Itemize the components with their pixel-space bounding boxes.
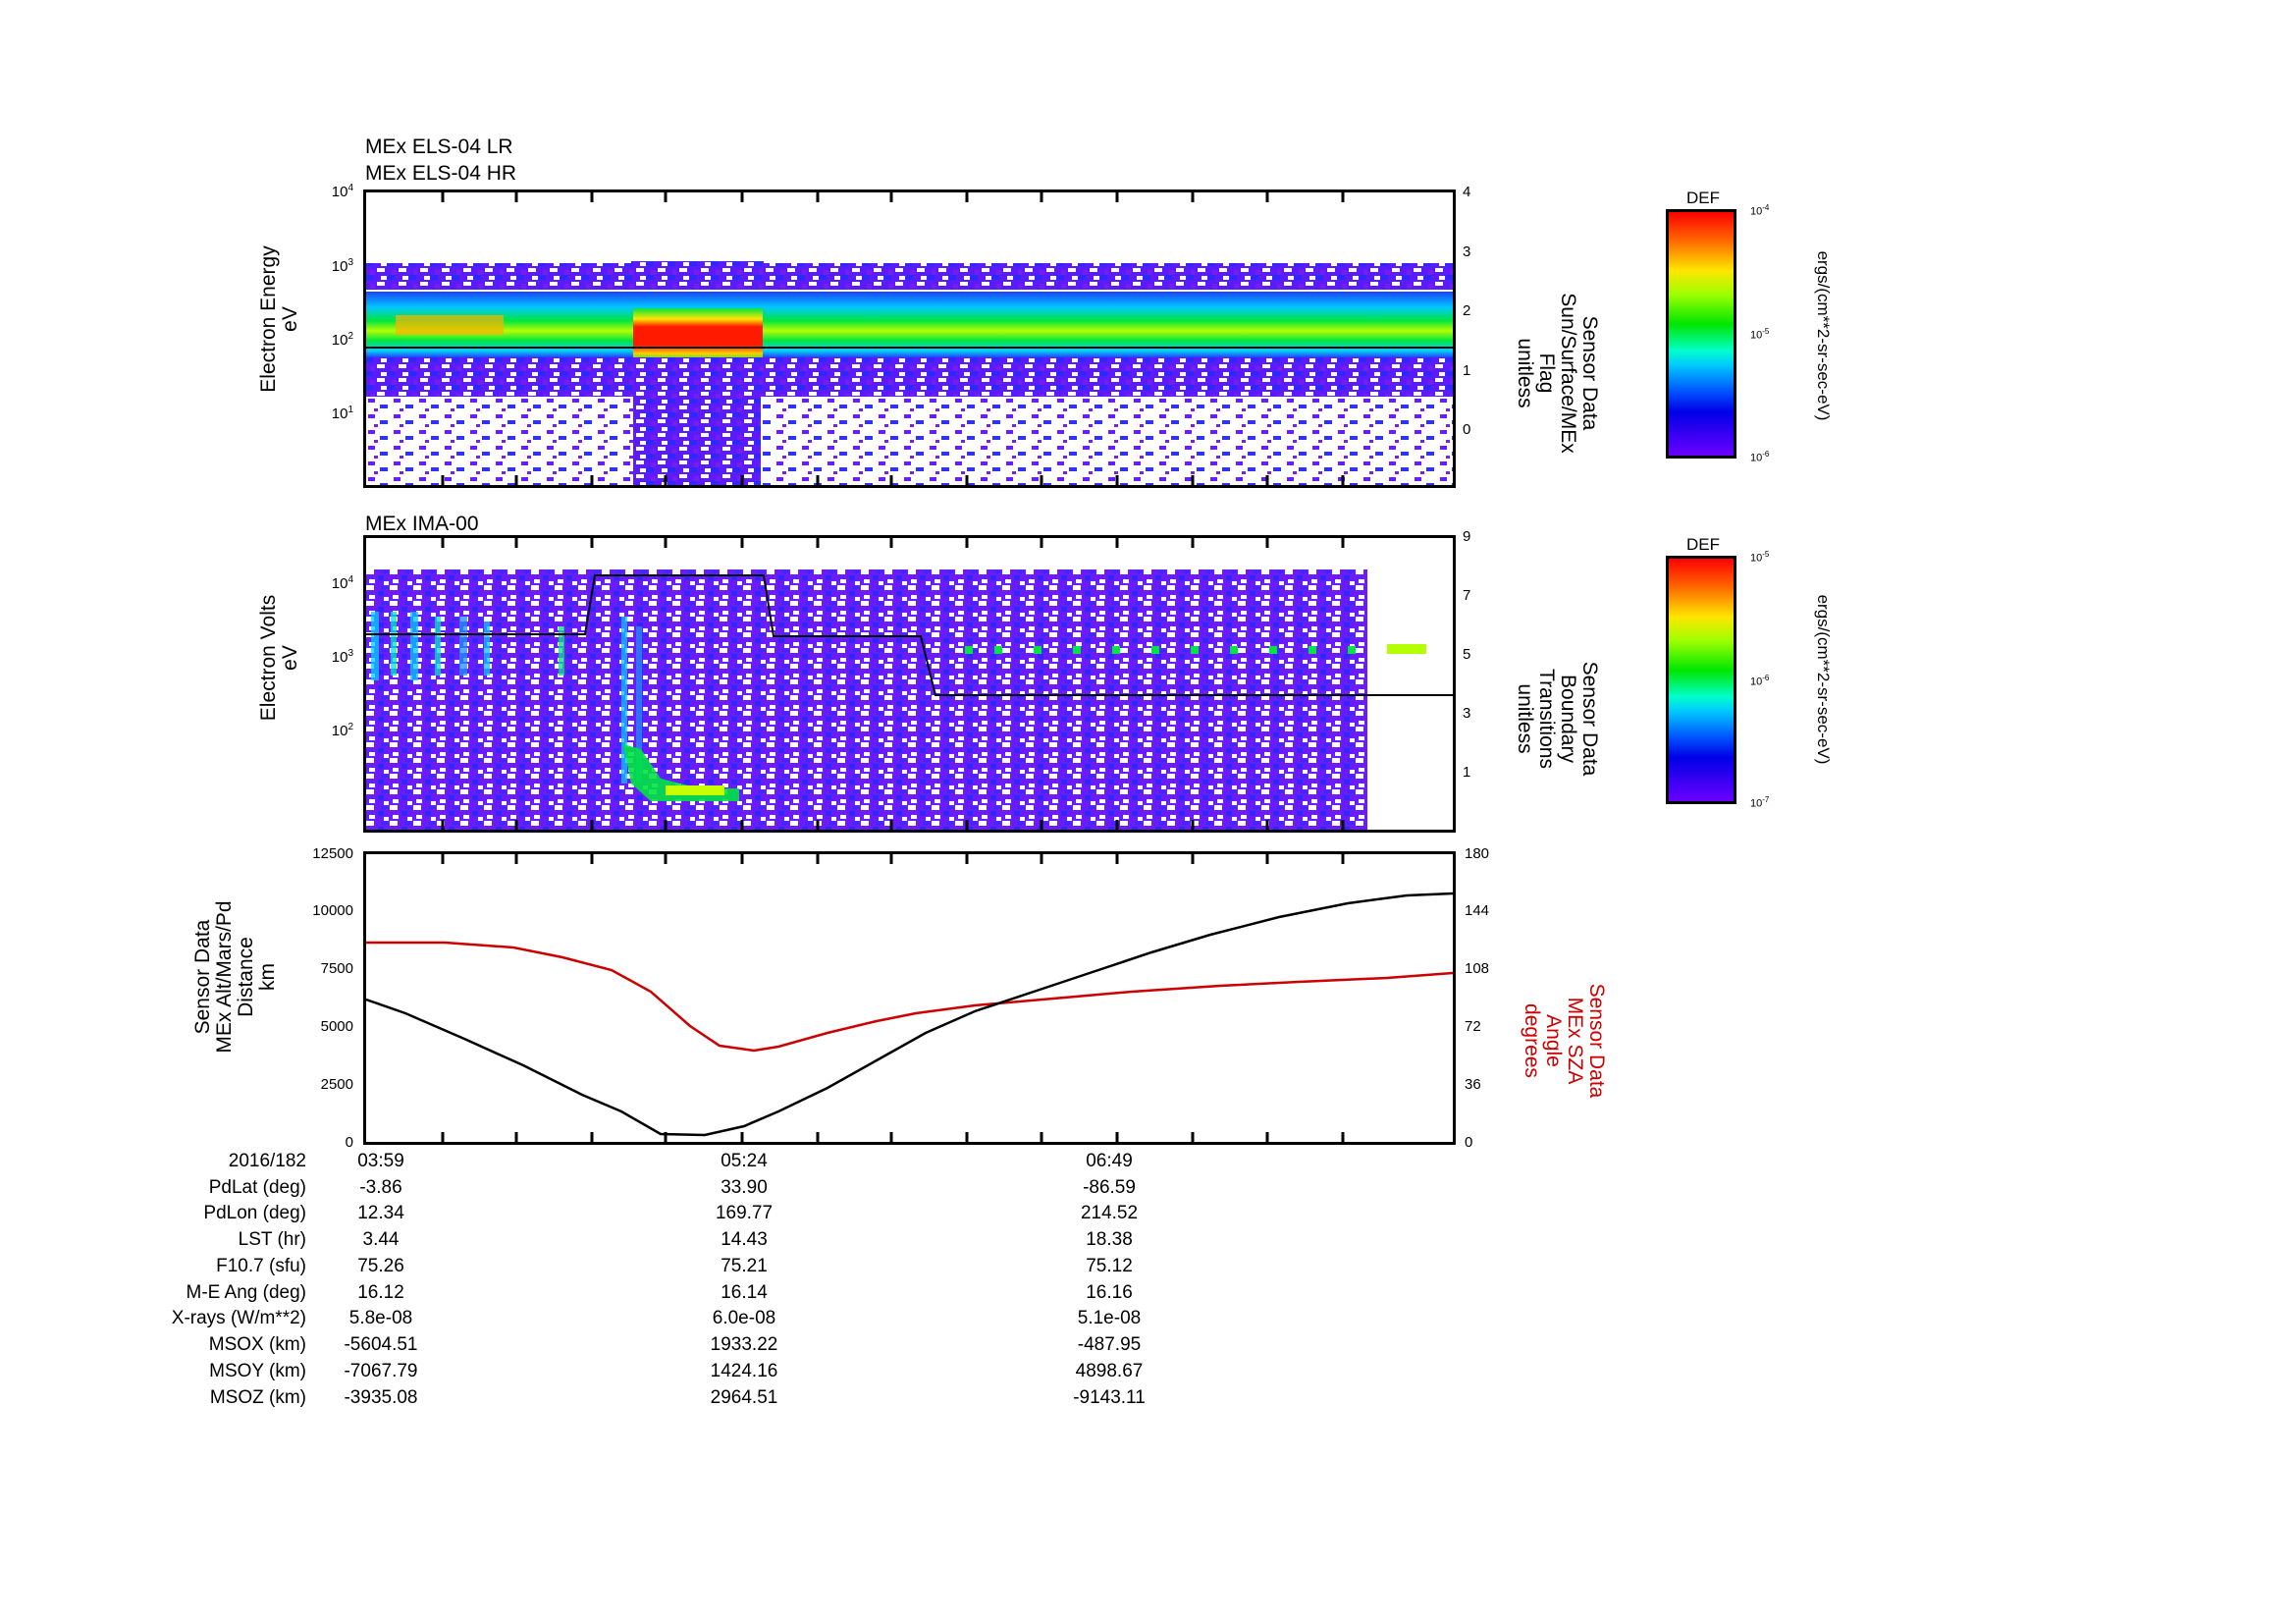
eph-msoy-2: 1424.16 (710, 1361, 778, 1381)
els-colorbar-units: ergs/(cm**2-sr-sec-eV) (1814, 250, 1833, 421)
eph-lst-3: 18.38 (1086, 1229, 1133, 1250)
eph-lst-2: 14.43 (721, 1229, 768, 1250)
els-title-lr: MEx ELS-04 LR (365, 135, 513, 158)
eph-label-xrays: X-rays (W/m**2) (171, 1308, 306, 1328)
eph-xrays-2: 6.0e-08 (712, 1308, 776, 1328)
ima-rtick-3: 3 (1463, 705, 1471, 722)
eph-msoz-2: 2964.51 (710, 1387, 778, 1408)
els-title-hr: MEx ELS-04 HR (365, 162, 517, 185)
eph-f107-1: 75.26 (357, 1256, 404, 1276)
els-spectrogram-image (366, 192, 1453, 485)
ima-rtick-5: 5 (1463, 646, 1471, 663)
orbit-right-label: Sensor Data MEx SZA Angle degrees (1521, 983, 1608, 1099)
orbit-ytick-12500: 12500 (312, 845, 353, 862)
eph-msoz-3: -9143.11 (1073, 1387, 1146, 1408)
els-cbar-tick-mid: 10-5 (1750, 327, 1770, 342)
eph-msox-1: -5604.51 (344, 1334, 418, 1355)
els-rtick-0: 0 (1463, 421, 1471, 438)
els-rtick-2: 2 (1463, 302, 1471, 319)
eph-label-msoy: MSOY (km) (209, 1361, 306, 1381)
eph-label-msoz: MSOZ (km) (209, 1387, 306, 1408)
eph-msox-2: 1933.22 (710, 1334, 778, 1355)
eph-pdlon-2: 169.77 (715, 1203, 774, 1223)
orbit-line-plot-image (366, 854, 1453, 1142)
sza-line (366, 941, 1453, 1053)
orbit-ylabel: Sensor Data MEx Alt/Mars/Pd Distance km (191, 900, 279, 1054)
eph-label-f107: F10.7 (sfu) (216, 1256, 306, 1276)
ima-colorbar-title: DEF (1686, 535, 1720, 554)
eph-meang-1: 16.12 (357, 1282, 404, 1303)
ima-cbar-tick-mid: 10-6 (1750, 674, 1770, 688)
eph-msoy-3: 4898.67 (1075, 1361, 1144, 1381)
eph-msox-3: -487.95 (1077, 1334, 1142, 1355)
eph-time-2: 05:24 (721, 1151, 768, 1171)
ima-colorbar-units: ergs/(cm**2-sr-sec-eV) (1814, 594, 1833, 765)
els-ytick-1e4: 104 (331, 183, 353, 200)
eph-time-3: 06:49 (1086, 1151, 1133, 1171)
eph-meang-2: 16.14 (721, 1282, 768, 1303)
ima-ytick-1e2: 102 (331, 722, 353, 739)
ima-spectrogram[interactable] (363, 535, 1456, 833)
orbit-ytick-7500: 7500 (320, 960, 353, 977)
els-ytick-1e2: 102 (331, 331, 353, 349)
els-rtick-3: 3 (1463, 243, 1471, 260)
ima-right-label: Sensor Data Boundary Transitions unitless (1514, 661, 1601, 777)
orbit-rtick-72: 72 (1465, 1018, 1481, 1035)
ima-rtick-7: 7 (1463, 587, 1471, 604)
els-cbar-tick-top: 10-4 (1750, 203, 1770, 218)
eph-f107-3: 75.12 (1086, 1256, 1133, 1276)
eph-msoz-1: -3935.08 (344, 1387, 418, 1408)
altitude-line (366, 892, 1453, 1137)
eph-xrays-1: 5.8e-08 (348, 1308, 413, 1328)
els-rtick-1: 1 (1463, 362, 1471, 379)
ima-colorbar (1666, 556, 1736, 804)
els-cbar-tick-bot: 10-6 (1750, 450, 1770, 464)
orbit-rtick-144: 144 (1465, 902, 1490, 919)
eph-label-lst: LST (hr) (238, 1229, 306, 1250)
orbit-ytick-2500: 2500 (320, 1076, 353, 1093)
eph-pdlat-3: -86.59 (1083, 1177, 1136, 1198)
els-colorbar-title: DEF (1686, 189, 1720, 207)
eph-pdlat-2: 33.90 (721, 1177, 768, 1198)
els-ytick-1e1: 101 (331, 405, 353, 422)
ima-rtick-9: 9 (1463, 528, 1471, 545)
eph-lst-1: 3.44 (362, 1229, 400, 1250)
eph-label-pdlon: PdLon (deg) (203, 1203, 306, 1223)
eph-pdlon-1: 12.34 (357, 1203, 404, 1223)
els-spectrogram[interactable] (363, 189, 1456, 488)
eph-time-1: 03:59 (357, 1151, 404, 1171)
eph-label-meang: M-E Ang (deg) (186, 1282, 307, 1303)
orbit-line-plot[interactable] (363, 851, 1456, 1145)
eph-label-pdlat: PdLat (deg) (208, 1177, 306, 1198)
ima-title: MEx IMA-00 (365, 513, 479, 535)
eph-xrays-3: 5.1e-08 (1077, 1308, 1142, 1328)
els-ylabel: Electron Energy eV (257, 245, 301, 393)
ima-cbar-tick-bot: 10-7 (1750, 795, 1770, 810)
eph-f107-2: 75.21 (721, 1256, 768, 1276)
ima-boundary-line (366, 574, 1453, 696)
orbit-rtick-36: 36 (1465, 1076, 1481, 1093)
ima-cbar-tick-top: 10-5 (1750, 550, 1770, 565)
ima-ylabel: Electron Volts eV (257, 594, 301, 722)
orbit-rtick-0: 0 (1465, 1134, 1473, 1151)
orbit-rtick-108: 108 (1465, 960, 1490, 977)
els-right-label: Sensor Data Sun/Surface/MEx Flag unitless (1514, 293, 1601, 454)
eph-pdlon-3: 214.52 (1080, 1203, 1139, 1223)
eph-meang-3: 16.16 (1086, 1282, 1133, 1303)
els-rtick-4: 4 (1463, 184, 1471, 200)
orbit-ytick-5000: 5000 (320, 1018, 353, 1035)
orbit-ytick-10000: 10000 (312, 902, 353, 919)
ima-spectrogram-image (366, 538, 1453, 830)
els-ytick-1e3: 103 (331, 257, 353, 275)
ima-ytick-1e4: 104 (331, 574, 353, 592)
ima-ytick-1e3: 103 (331, 648, 353, 666)
els-colorbar (1666, 209, 1736, 459)
orbit-ytick-0: 0 (345, 1134, 353, 1151)
eph-pdlat-1: -3.86 (359, 1177, 402, 1198)
eph-msoy-1: -7067.79 (344, 1361, 418, 1381)
ima-rtick-1: 1 (1463, 764, 1471, 781)
orbit-rtick-180: 180 (1465, 845, 1490, 862)
eph-label-msox: MSOX (km) (208, 1334, 306, 1355)
eph-label-date: 2016/182 (228, 1151, 306, 1171)
